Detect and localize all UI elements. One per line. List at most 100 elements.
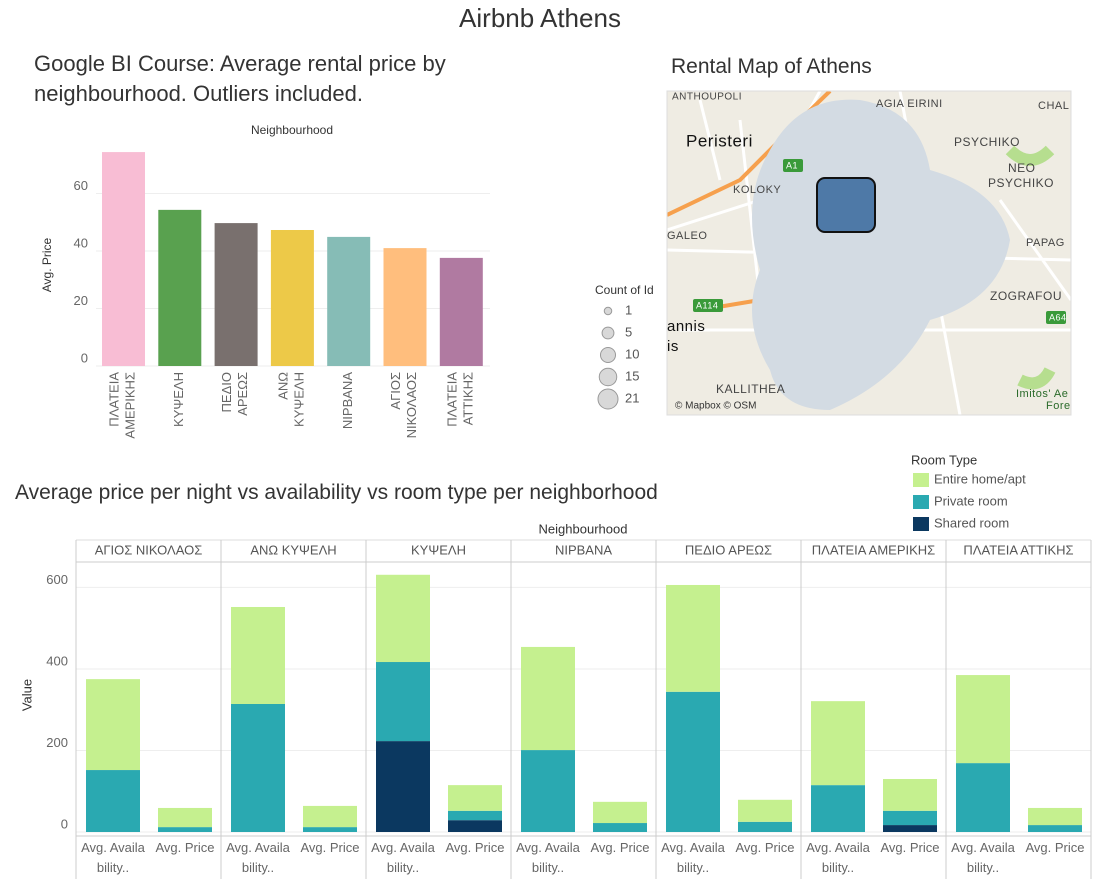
size-legend-mark <box>601 326 615 340</box>
road-shield <box>693 299 723 312</box>
x-tick-label: Avg. Availability.. <box>226 840 290 875</box>
x-tick-label: Avg. Price <box>155 840 215 855</box>
legend-title: Room Type <box>911 452 977 467</box>
x-tick-label: ΝΙΡΒΑΝΑ <box>340 372 355 429</box>
map-label: ANTHOUPOLI <box>672 92 742 103</box>
bar-segment <box>738 799 792 822</box>
size-legend-label: 1 <box>625 302 632 317</box>
map-label: NEO <box>1008 161 1036 175</box>
bar-segment <box>158 827 212 832</box>
map: ANTHOUPOLI AGIA EIRINI CHAL Peristeri PSYCHI… <box>667 91 1071 415</box>
map-label: PSYCHIKO <box>988 176 1054 190</box>
panel-header: ΑΝΩ ΚΥΨΕΛΗ <box>250 542 336 557</box>
x-tick-label: ΠΕΔΙΟΑΡΕΩΣ <box>220 372 251 416</box>
bar <box>102 152 145 366</box>
size-legend-mark <box>603 306 613 316</box>
bar-segment <box>1028 825 1082 832</box>
map-label: GALEO <box>667 230 707 242</box>
bar-segment <box>376 574 430 663</box>
map-label: Peristeri <box>686 131 753 150</box>
road-shield <box>1046 311 1066 324</box>
panel-header: ΠΛΑΤΕΙΑ ΑΤΤΙΚΗΣ <box>963 542 1073 557</box>
y-tick-label: 60 <box>74 178 88 193</box>
bar <box>214 223 258 366</box>
y-tick-label: 400 <box>46 653 68 668</box>
map-title: Rental Map of Athens <box>671 55 872 78</box>
bar <box>327 236 371 366</box>
panel-header: ΝΙΡΒΑΝΑ <box>555 542 612 557</box>
y-axis-title: Value <box>19 679 34 711</box>
bar-segment <box>448 820 502 832</box>
map-label: annis <box>667 318 705 335</box>
bar <box>270 229 314 366</box>
x-tick-label: Avg. Availability.. <box>951 840 1015 875</box>
listing-cluster <box>816 177 876 233</box>
bar-segment <box>303 827 357 832</box>
bar-segment <box>883 810 937 826</box>
legend-label: Private room <box>934 493 1008 508</box>
y-tick-label: 20 <box>74 293 88 308</box>
panel-header: ΠΛΑΤΕΙΑ ΑΜΕΡΙΚΗΣ <box>812 542 935 557</box>
bar-segment <box>883 779 937 811</box>
y-axis-title: Avg. Price <box>40 237 54 292</box>
map-label: A1 <box>786 160 798 170</box>
x-tick-label: ΚΥΨΕΛΗ <box>171 372 186 427</box>
bar-segment <box>811 785 865 832</box>
map-label: AGIA EIRINI <box>876 98 943 110</box>
bar-segment <box>86 679 140 771</box>
dashboard-title: Airbnb Athens <box>459 3 621 33</box>
bar-segment <box>1028 807 1082 826</box>
y-tick-label: 0 <box>81 350 88 365</box>
legend-label: Entire home/apt <box>934 471 1026 486</box>
bar-segment <box>883 825 937 832</box>
map-label: A64 <box>1049 312 1067 322</box>
x-tick-label: Avg. Availability.. <box>516 840 580 875</box>
size-legend-title: Count of Id <box>595 283 654 297</box>
bar-segment <box>521 750 575 832</box>
legend-swatch <box>913 495 929 509</box>
bar-segment <box>738 821 792 832</box>
size-legend-label: 15 <box>625 368 639 383</box>
x-tick-label: ΠΛΑΤΕΙΑΑΜΕΡΙΚΗΣ <box>107 372 138 439</box>
panel-header: ΑΓΙΟΣ ΝΙΚΟΛΑΟΣ <box>95 542 203 557</box>
map-label: PAPAG <box>1026 237 1065 249</box>
chart-title: Google BI Course: Average rental price b… <box>34 51 446 106</box>
x-tick-label: Avg. Price <box>880 840 940 855</box>
chart-title: Average price per night vs availability … <box>15 481 658 504</box>
map-label: is <box>667 338 679 355</box>
map-label: Fore <box>1046 400 1071 412</box>
bar-segment <box>86 770 140 832</box>
bar-segment <box>956 763 1010 832</box>
size-legend-mark <box>599 346 617 364</box>
bar-segment <box>593 801 647 824</box>
legend-label: Shared room <box>934 515 1009 530</box>
road-shield <box>783 159 803 172</box>
map-frame <box>666 90 1072 416</box>
map-label: PSYCHIKO <box>954 135 1020 149</box>
bar-segment <box>666 691 720 832</box>
bar-segment <box>231 704 285 832</box>
legend-swatch <box>913 473 929 487</box>
x-axis-title: Neighbourhood <box>539 521 628 536</box>
panel-header: ΠΕΔΙΟ ΑΡΕΩΣ <box>685 542 772 557</box>
bar-segment <box>811 701 865 786</box>
x-tick-label: Avg. Price <box>590 840 650 855</box>
x-tick-label: Avg. Availability.. <box>81 840 145 875</box>
x-tick-label: ΑΝΩΚΥΨΕΛΗ <box>276 372 307 427</box>
size-legend-mark <box>598 367 618 387</box>
x-axis-title: Neighbourhood <box>251 123 333 137</box>
bar-segment <box>303 805 357 828</box>
y-tick-label: 200 <box>46 735 68 750</box>
x-tick-label: Avg. Price <box>1025 840 1085 855</box>
panel-header: ΚΥΨΕΛΗ <box>411 542 466 557</box>
size-legend-label: 10 <box>625 346 639 361</box>
y-tick-label: 40 <box>74 235 88 250</box>
bar-segment <box>448 810 502 821</box>
x-tick-label: Avg. Price <box>300 840 360 855</box>
bar-segment <box>666 584 720 692</box>
x-tick-label: ΑΓΙΟΣΝΙΚΟΛΑΟΣ <box>388 372 419 438</box>
bar-segment <box>376 741 430 832</box>
map-label: KALLITHEA <box>716 382 785 396</box>
